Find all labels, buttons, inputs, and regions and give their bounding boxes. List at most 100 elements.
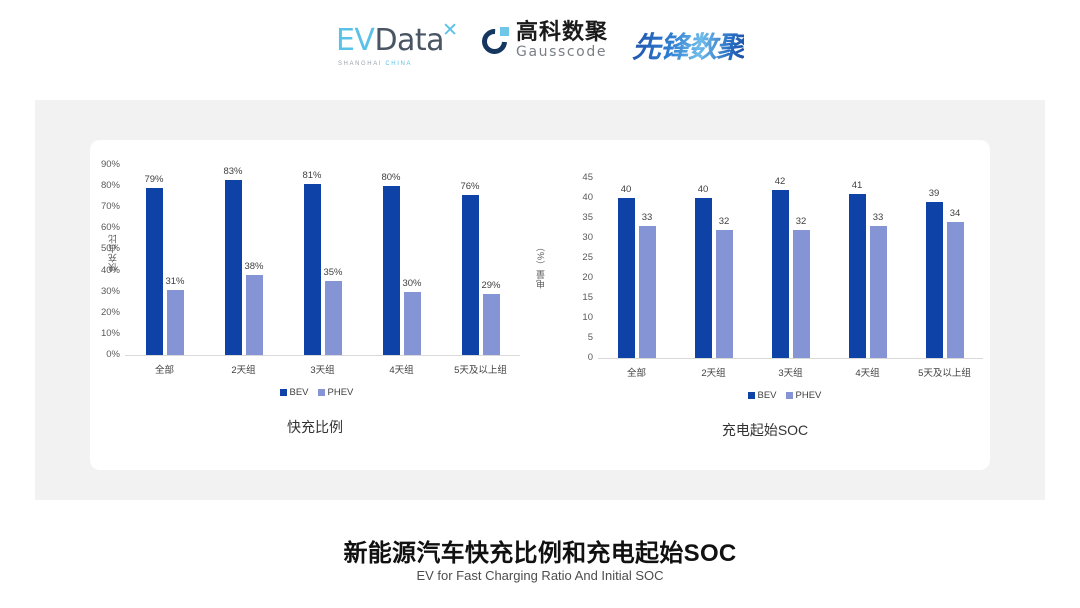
bar-bev[interactable]: [461, 194, 479, 355]
y-axis-tick: 20: [582, 272, 593, 283]
legend-swatch-phev: [785, 392, 793, 399]
bar-value-label: 79%: [144, 174, 164, 186]
bar-value-label: 42: [774, 176, 786, 187]
charts-container: 快充占比 90% 80% 70% 60% 50% 40% 30% 20% 10% 0% 79% 31% 全…: [90, 150, 990, 450]
evdata-wordmark: EV Data ✕: [335, 21, 458, 58]
bar-value-label: 32: [795, 216, 807, 227]
bar-phev[interactable]: [638, 226, 656, 358]
bar-value-label: 39: [928, 188, 940, 199]
y-axis-tick: 35: [582, 212, 593, 223]
bar-value-label: 41: [851, 180, 863, 191]
bar-value-label: 33: [872, 212, 884, 223]
legend-label: PHEV: [795, 390, 822, 401]
bar-value-label: 76%: [460, 180, 480, 192]
bar-value-label: 33: [641, 212, 653, 223]
legend-swatch-bev: [279, 389, 287, 396]
chart-legend: BEV PHEV: [747, 390, 822, 401]
x-axis-line: [598, 358, 983, 359]
y-axis-tick: 40%: [100, 264, 120, 276]
y-axis-label: 电量（%）: [536, 242, 546, 289]
bar-bev[interactable]: [848, 194, 866, 358]
logo-bar: EV Data ✕ SHANGHAI CHINA 高科数聚 Gausscode …: [0, 20, 1080, 67]
chart-fast-charging-ratio: 快充占比 90% 80% 70% 60% 50% 40% 30% 20% 10% 0% 79% 31% 全…: [90, 150, 540, 450]
bar-value-label: 35%: [323, 267, 343, 279]
bar-value-label: 38%: [244, 260, 264, 272]
y-axis-tick: 0%: [106, 349, 120, 360]
y-axis-tick: 25: [582, 252, 593, 263]
bar-phev[interactable]: [245, 274, 263, 355]
x-axis-category-label: 5天及以上组: [454, 365, 507, 376]
x-axis-category-label: 4天组: [855, 368, 880, 379]
x-axis-category-label: 全部: [154, 365, 174, 376]
legend-swatch-bev: [747, 392, 755, 399]
logo-evdata: EV Data ✕ SHANGHAI CHINA: [335, 21, 458, 67]
legend-label: BEV: [757, 390, 777, 401]
bar-bev[interactable]: [771, 190, 789, 358]
bar-phev[interactable]: [324, 281, 342, 355]
gausscode-wordmark: 高科数聚 Gausscode: [516, 20, 609, 60]
bar-bev[interactable]: [382, 186, 400, 355]
bar-phev[interactable]: [482, 293, 500, 355]
chart-legend: BEV PHEV: [279, 387, 354, 398]
x-axis-category-label: 2天组: [701, 368, 726, 379]
x-axis-category-label: 2天组: [231, 365, 256, 376]
y-axis-tick: 60%: [100, 222, 120, 234]
bar-phev[interactable]: [946, 222, 964, 358]
bar-phev[interactable]: [792, 230, 810, 358]
legend-label: PHEV: [327, 387, 354, 398]
logo-gausscode: 高科数聚 Gausscode: [476, 20, 609, 60]
bar-bev[interactable]: [694, 198, 712, 358]
chart-caption: 充电起始SOC: [721, 422, 809, 438]
bar-bev[interactable]: [145, 188, 163, 355]
logo-xianfeng-shuju: 先锋数聚: [632, 24, 745, 66]
bar-value-label: 40: [697, 184, 709, 195]
bar-value-label: 29%: [481, 279, 501, 291]
bar-value-label: 40: [620, 184, 632, 195]
x-axis-line: [125, 355, 520, 356]
bar-phev[interactable]: [166, 289, 184, 355]
bar-bev[interactable]: [224, 179, 242, 355]
y-axis-tick: 30%: [100, 285, 120, 297]
bar-value-label: 32: [718, 216, 730, 227]
x-axis-category-label: 3天组: [310, 365, 335, 376]
bar-value-label: 30%: [402, 277, 422, 289]
legend-swatch-phev: [317, 389, 325, 396]
evdata-ev-text: EV: [335, 23, 375, 58]
bar-phev[interactable]: [715, 230, 733, 358]
y-axis-tick: 80%: [100, 180, 120, 192]
y-axis-tick: 90%: [100, 159, 120, 170]
y-axis-tick: 15: [582, 292, 593, 303]
evdata-tagline-shanghai: SHANGHAI: [337, 61, 383, 67]
bar-bev[interactable]: [617, 198, 635, 358]
evdata-x-icon: ✕: [442, 20, 458, 41]
chart-initial-soc: 电量（%） 45 40 35 30 25 20 15 10 5 0 40 33 全部 40 32 2天组 42 32…: [536, 150, 990, 450]
evdata-tagline-china: CHINA: [385, 61, 413, 67]
bar-value-label: 83%: [223, 165, 243, 177]
x-axis-category-label: 全部: [626, 368, 646, 379]
bar-phev[interactable]: [869, 226, 887, 358]
evdata-data-text: Data: [374, 23, 445, 58]
legend-item-phev[interactable]: PHEV: [317, 387, 354, 398]
bar-value-label: 81%: [302, 170, 322, 181]
y-axis-tick: 0: [587, 352, 593, 363]
x-axis-category-label: 4天组: [389, 365, 414, 376]
bar-bev[interactable]: [925, 202, 943, 358]
y-axis-tick: 70%: [100, 201, 120, 213]
y-axis-tick: 10%: [100, 327, 120, 339]
gausscode-square-icon: [500, 27, 509, 36]
evdata-tagline: SHANGHAI CHINA: [338, 61, 412, 67]
gausscode-cn-text: 高科数聚: [516, 20, 609, 45]
legend-item-bev[interactable]: BEV: [747, 390, 777, 401]
bar-phev[interactable]: [403, 291, 421, 355]
x-axis-category-label: 5天及以上组: [918, 368, 971, 379]
bar-value-label: 80%: [381, 172, 401, 184]
chart-caption: 快充比例: [287, 419, 343, 435]
legend-item-bev[interactable]: BEV: [279, 387, 309, 398]
y-axis-tick: 50%: [100, 243, 120, 255]
bar-value-label: 31%: [165, 275, 185, 287]
legend-item-phev[interactable]: PHEV: [785, 390, 822, 401]
y-axis-tick: 45: [582, 172, 593, 183]
y-axis-tick: 20%: [100, 306, 120, 318]
bar-bev[interactable]: [303, 184, 321, 355]
